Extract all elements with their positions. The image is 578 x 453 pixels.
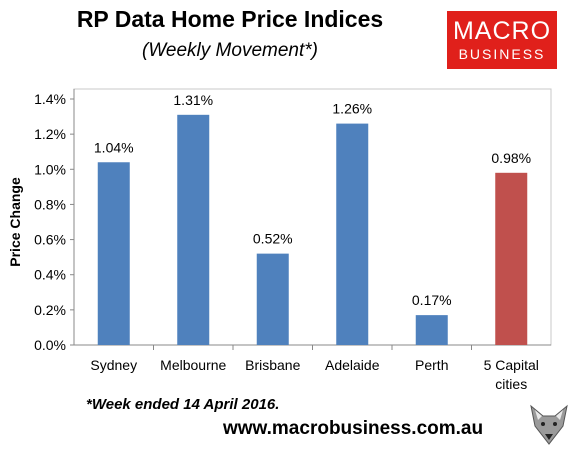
fox-head-icon: [530, 404, 568, 445]
y-tick-label: 0.8%: [34, 196, 66, 212]
x-tick-label: Adelaide: [325, 357, 380, 373]
x-tick-label: cities: [495, 376, 527, 392]
data-label: 0.52%: [253, 231, 293, 247]
data-label: 0.17%: [412, 292, 452, 308]
y-tick-label: 1.4%: [34, 91, 66, 107]
data-label: 1.04%: [94, 139, 134, 155]
x-tick-label: Sydney: [90, 357, 137, 373]
bar: [336, 123, 369, 345]
y-tick-label: 1.0%: [34, 161, 66, 177]
y-axis-title: Price Change: [7, 177, 23, 267]
data-label: 1.31%: [173, 92, 213, 108]
data-label: 0.98%: [491, 150, 531, 166]
y-tick-label: 0.0%: [34, 337, 66, 353]
bar: [97, 162, 130, 345]
y-tick-label: 0.4%: [34, 267, 66, 283]
bar: [415, 315, 448, 345]
x-tick-label: 5 Capital: [484, 357, 539, 373]
logo-line-2: BUSINESS: [458, 45, 546, 62]
logo-line-1: MACRO: [452, 16, 552, 45]
y-tick-label: 1.2%: [34, 126, 66, 142]
plot-area-border: [73, 88, 552, 346]
bar: [256, 253, 289, 345]
x-tick-label: Melbourne: [160, 357, 226, 373]
website-url: www.macrobusiness.com.au: [223, 418, 484, 439]
x-tick-label: Brisbane: [245, 357, 300, 373]
y-tick-label: 0.2%: [34, 302, 66, 318]
y-tick-label: 0.6%: [34, 232, 66, 248]
x-tick-label: Perth: [415, 357, 448, 373]
bar: [177, 114, 210, 345]
macrobusiness-logo: MACRO BUSINESS: [447, 11, 557, 69]
bar: [495, 172, 528, 345]
chart-title: RP Data Home Price Indices: [76, 6, 384, 32]
data-label: 1.26%: [332, 101, 372, 117]
chart-subtitle: (Weekly Movement*): [142, 40, 318, 61]
footnote: *Week ended 14 April 2016.: [86, 396, 280, 413]
